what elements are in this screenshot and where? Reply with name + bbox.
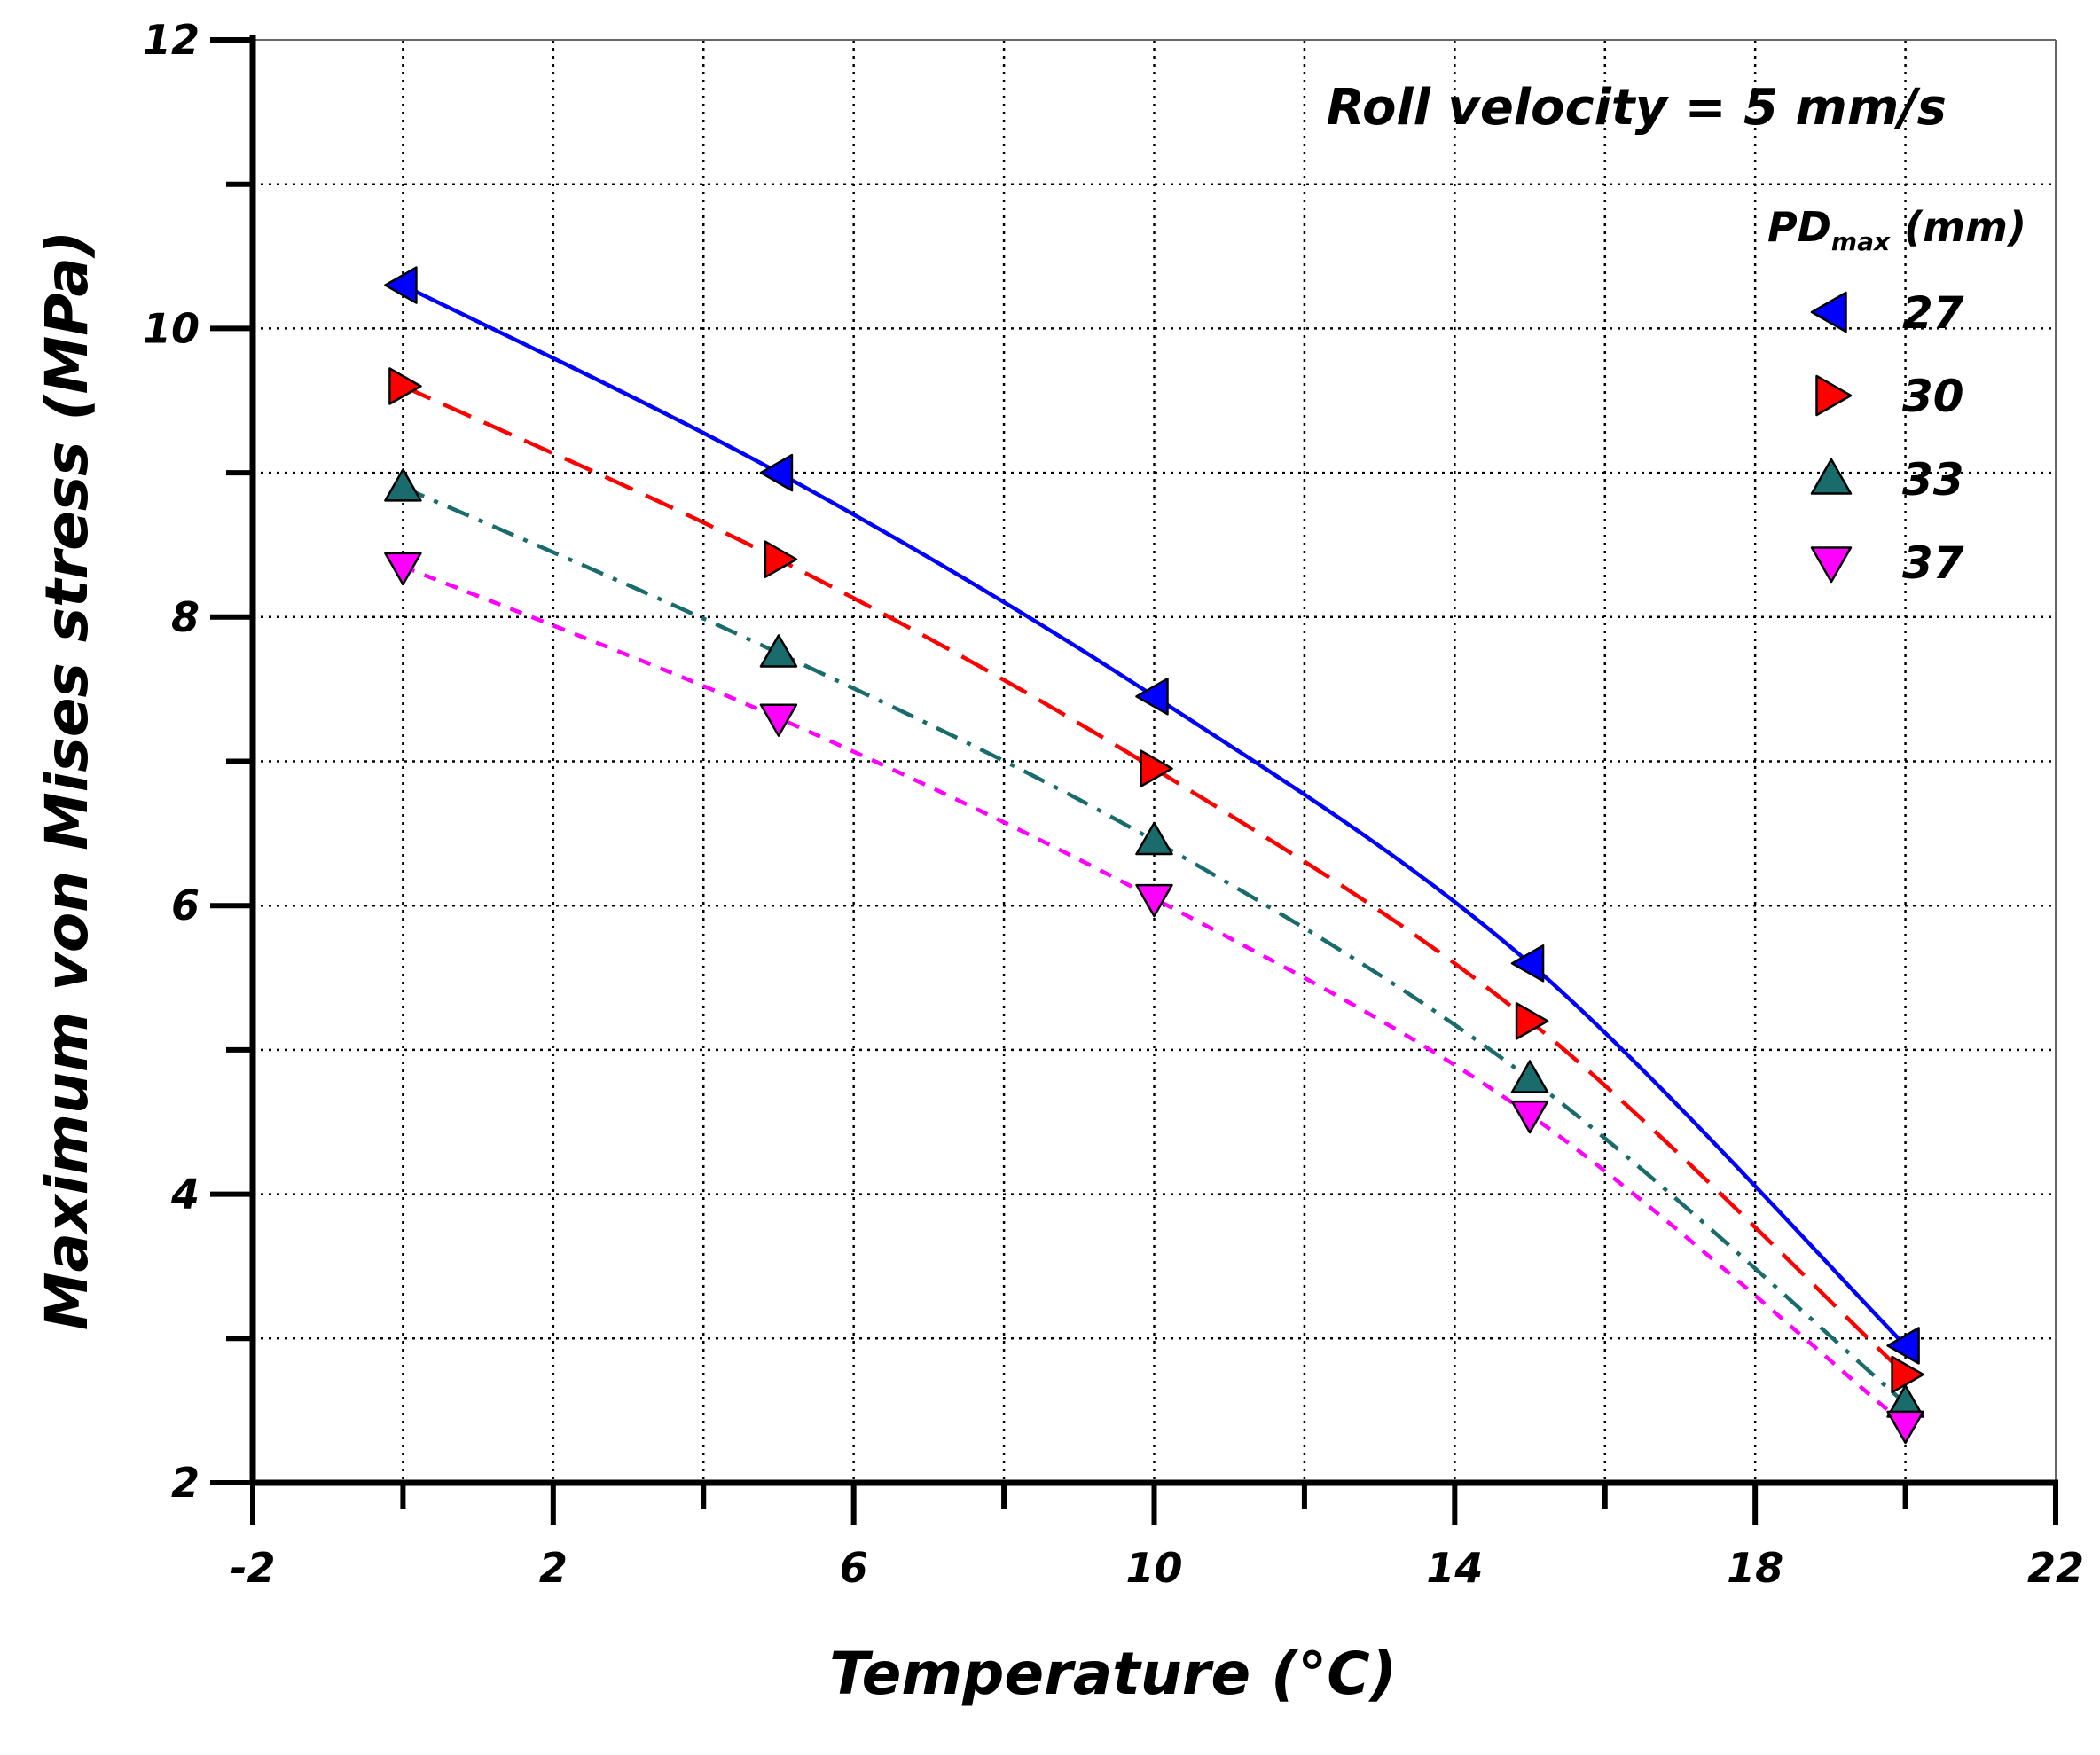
legend-title-unit: (mm): [1890, 203, 2026, 251]
legend: 27 30 33 37: [1810, 287, 1964, 589]
chart-annotation: Roll velocity = 5 mm/s: [1327, 79, 1947, 137]
marker-30: [764, 540, 798, 578]
marker-37: [1886, 1410, 1924, 1445]
legend-title: PDmax (mm): [1767, 203, 2026, 256]
legend-title-main: PD: [1767, 203, 1831, 251]
marker-27: [1886, 1327, 1920, 1365]
marker-33: [1510, 1060, 1549, 1093]
marker-33: [1135, 821, 1173, 856]
marker-27: [1135, 678, 1169, 716]
marker-27: [1510, 944, 1545, 983]
marker-33: [384, 468, 422, 502]
legend-marker-33: [1810, 458, 1853, 495]
legend-marker-30: [1815, 374, 1853, 417]
y-tick-label: 2: [171, 1459, 200, 1507]
x-tick-label: 14: [1426, 1544, 1483, 1592]
x-tick-label: 6: [840, 1544, 868, 1592]
marker-30: [388, 367, 422, 405]
y-tick-label: 4: [170, 1171, 200, 1218]
legend-label-33: 33: [1902, 454, 1964, 505]
x-tick-label: -2: [230, 1544, 275, 1592]
legend-label-27: 27: [1902, 287, 1964, 339]
marker-27: [384, 266, 418, 304]
marker-37: [1135, 883, 1173, 918]
y-tick-label: 6: [171, 881, 200, 929]
x-tick-label: 18: [1727, 1544, 1783, 1592]
marker-37: [384, 552, 422, 586]
legend-marker-37: [1810, 546, 1853, 584]
x-tick-label: 10: [1125, 1544, 1182, 1592]
legend-title-sub: max: [1831, 227, 1891, 256]
marker-27: [759, 453, 794, 492]
y-tick-label: 8: [171, 593, 200, 641]
grid-layer: [253, 40, 2056, 1483]
legend-marker-27: [1810, 291, 1847, 333]
marker-33: [759, 634, 798, 668]
marker-30: [1515, 1002, 1549, 1040]
y-axis-title: Maximum von Mises stress (MPa): [33, 231, 101, 1330]
y-tick-label: 10: [143, 304, 200, 352]
legend-label-30: 30: [1902, 371, 1964, 422]
x-tick-label: 22: [2027, 1544, 2084, 1592]
marker-30: [1140, 749, 1173, 787]
marker-30: [1891, 1355, 1924, 1394]
marker-37: [1510, 1100, 1549, 1134]
marker-layer: [384, 266, 1924, 1445]
marker-37: [759, 703, 798, 737]
y-tick-label: 12: [143, 16, 200, 64]
x-axis-title: Temperature (°C): [829, 1640, 1397, 1708]
x-tick-label: 2: [539, 1544, 568, 1592]
legend-label-37: 37: [1902, 537, 1964, 589]
label-layer: Roll velocity = 5 mm/s Temperature (°C) …: [33, 79, 2026, 1708]
